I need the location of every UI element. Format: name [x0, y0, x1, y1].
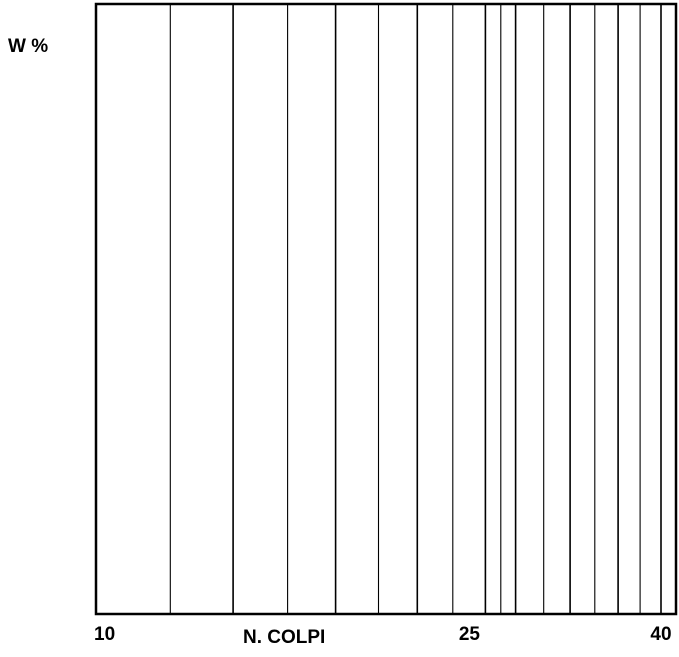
plot-frame	[94, 2, 678, 616]
x-tick-label-10: 10	[94, 624, 116, 645]
x-tick-label-25: 25	[458, 624, 480, 645]
y-axis-label: W %	[8, 36, 49, 57]
gridlines	[169, 4, 662, 614]
x-tick-label-40: 40	[650, 624, 672, 645]
x-axis-label: N. COLPI	[243, 627, 326, 648]
